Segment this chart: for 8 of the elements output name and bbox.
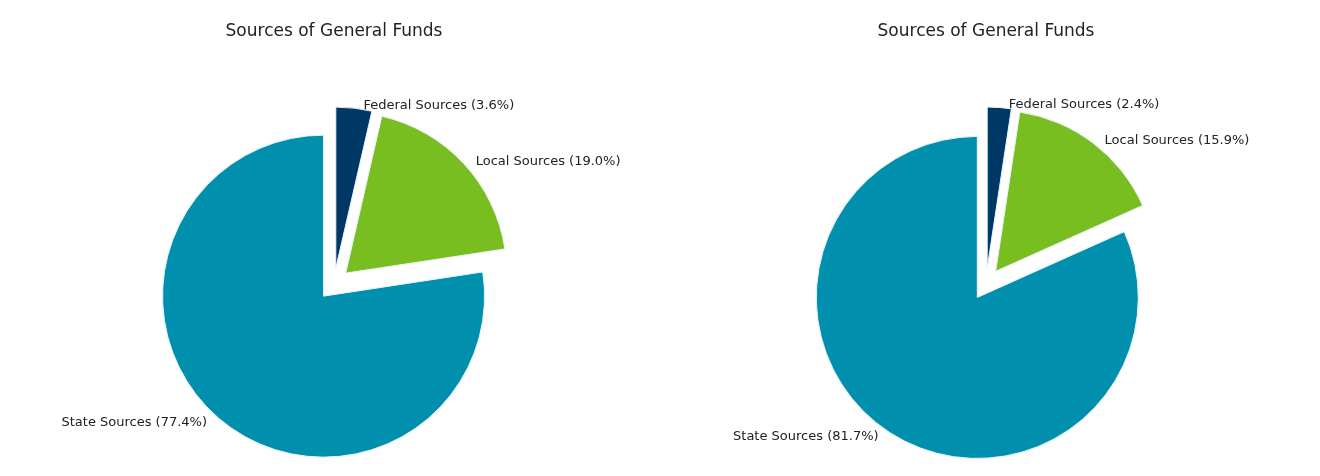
slice-label: Local Sources (19.0%) [475,153,621,169]
slice-label: Federal Sources (3.6%) [363,96,515,112]
slice-label: Federal Sources (2.4%) [1008,96,1160,112]
slice-label: State Sources (77.4%) [61,413,208,429]
slice-label: State Sources (81.7%) [733,428,879,444]
chart-title: Sources of General Funds [877,19,1095,40]
chart-title: Sources of General Funds [225,19,443,40]
slice-label: Local Sources (15.9%) [1104,132,1250,148]
